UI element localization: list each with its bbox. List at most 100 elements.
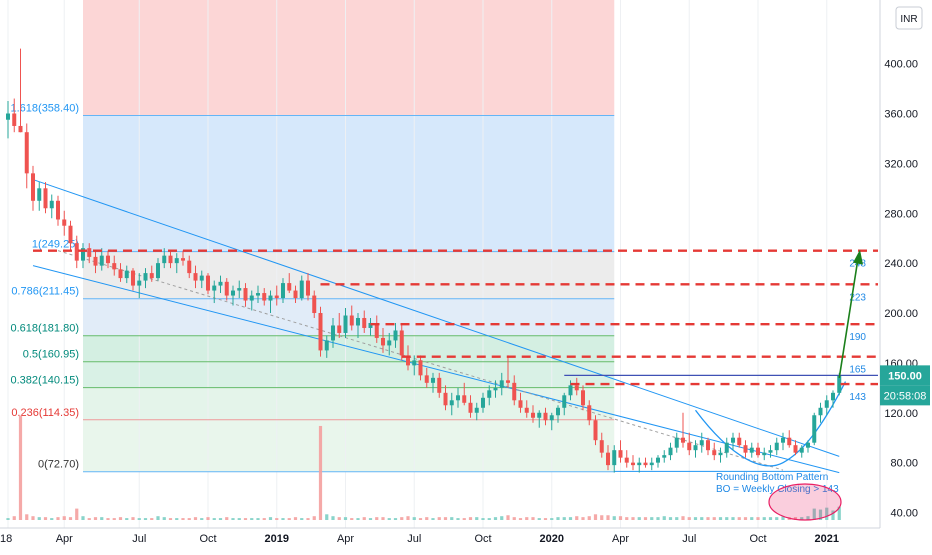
volume-bar (237, 518, 241, 520)
volume-bar (218, 518, 223, 520)
y-tick-label: 120.00 (884, 408, 918, 420)
fib-level-label: 0(72.70) (38, 459, 79, 471)
candle-body (731, 437, 735, 443)
candle-body (693, 445, 698, 451)
candle-body (537, 412, 542, 418)
candle-body (774, 442, 779, 451)
volume-bar (506, 515, 510, 520)
volume-bar (12, 516, 16, 520)
volume-bar (406, 516, 410, 520)
candle-body (437, 377, 442, 393)
volume-bar (825, 507, 829, 520)
candle-body (62, 219, 67, 226)
candle-body (87, 248, 92, 257)
fib-level-label: 0.786(211.45) (11, 286, 79, 298)
last-price-value: 150.00 (888, 370, 922, 382)
countdown-value: 20:58:08 (884, 390, 927, 402)
volume-bar (675, 517, 679, 520)
volume-bar (731, 517, 735, 520)
candle-body (468, 402, 473, 413)
candle-body (718, 452, 723, 456)
fib-level-label: 1.618(358.40) (11, 102, 80, 114)
candle-body (487, 390, 492, 398)
candle-body (812, 415, 817, 443)
candle-body (518, 400, 523, 408)
volume-bar (618, 516, 623, 520)
volume-bar (187, 518, 191, 520)
volume-bar (162, 517, 166, 520)
candle-body (156, 263, 160, 279)
candle-body (556, 407, 560, 416)
candle-body (49, 200, 54, 209)
volume-bar (643, 517, 648, 520)
candle-body (549, 415, 554, 421)
candle-body (131, 270, 135, 286)
candle-body (93, 256, 98, 266)
volume-bar (768, 517, 773, 520)
volume-bar (762, 517, 766, 520)
volume-bar (243, 518, 248, 520)
candle-body (443, 392, 448, 406)
volume-bar (450, 517, 454, 520)
volume-bar (412, 517, 416, 520)
volume-bar (368, 518, 373, 520)
volume-bar (318, 425, 323, 520)
candle-body (31, 173, 35, 201)
pattern-annotation: BO = Weekly Closing > 143 (716, 484, 839, 495)
candle-body (212, 285, 217, 291)
candle-body (318, 313, 323, 351)
volume-bar (25, 514, 29, 520)
volume-bar (281, 518, 285, 520)
candle-body (231, 290, 235, 296)
volume-bar (175, 518, 179, 520)
volume-bar (356, 518, 360, 520)
volume-bar (625, 517, 629, 520)
x-tick-label: 18 (0, 533, 12, 545)
x-tick-label: Apr (337, 533, 354, 545)
volume-bar (93, 517, 98, 520)
volume-bar (612, 516, 616, 520)
candle-body (343, 315, 348, 333)
volume-bar (581, 517, 585, 520)
fib-level-label: 0.5(160.95) (23, 349, 79, 361)
x-tick-label: Jul (132, 533, 146, 545)
candles (6, 48, 842, 473)
volume-bar (468, 517, 473, 520)
volume-bar (268, 517, 273, 520)
volume-bar (312, 516, 316, 520)
candle-body (174, 258, 179, 264)
candle-body (324, 340, 329, 351)
candle-body (199, 275, 204, 281)
volume-bar (593, 514, 598, 520)
fib-band-top (83, 0, 615, 116)
volume-bar (256, 518, 260, 520)
volume-bar (537, 518, 541, 520)
last-price-badge (880, 365, 930, 386)
currency-badge[interactable] (895, 6, 923, 30)
candle-body (543, 412, 548, 421)
candle-body (406, 355, 410, 366)
x-tick-label: 2020 (540, 533, 564, 545)
volume-bar (718, 517, 723, 520)
candle-body (662, 455, 667, 458)
volume-bar (275, 518, 279, 520)
candle-body (124, 270, 129, 279)
candle-body (668, 447, 673, 456)
volume-bar (18, 415, 23, 520)
volume-bar (712, 517, 716, 520)
volume-bar (531, 517, 535, 520)
volume-bar (43, 517, 48, 520)
candle-body (381, 337, 385, 346)
volume-bar (631, 517, 635, 520)
x-tick-label: 2021 (815, 533, 839, 545)
volume-bar (668, 517, 673, 520)
volume-bar (300, 518, 304, 520)
volume-bar (112, 518, 116, 520)
y-axis-panel (880, 0, 932, 550)
candle-body (618, 450, 623, 458)
candle-body (81, 248, 85, 261)
currency-badge-label: INR (900, 14, 917, 25)
candle-body (612, 450, 617, 466)
